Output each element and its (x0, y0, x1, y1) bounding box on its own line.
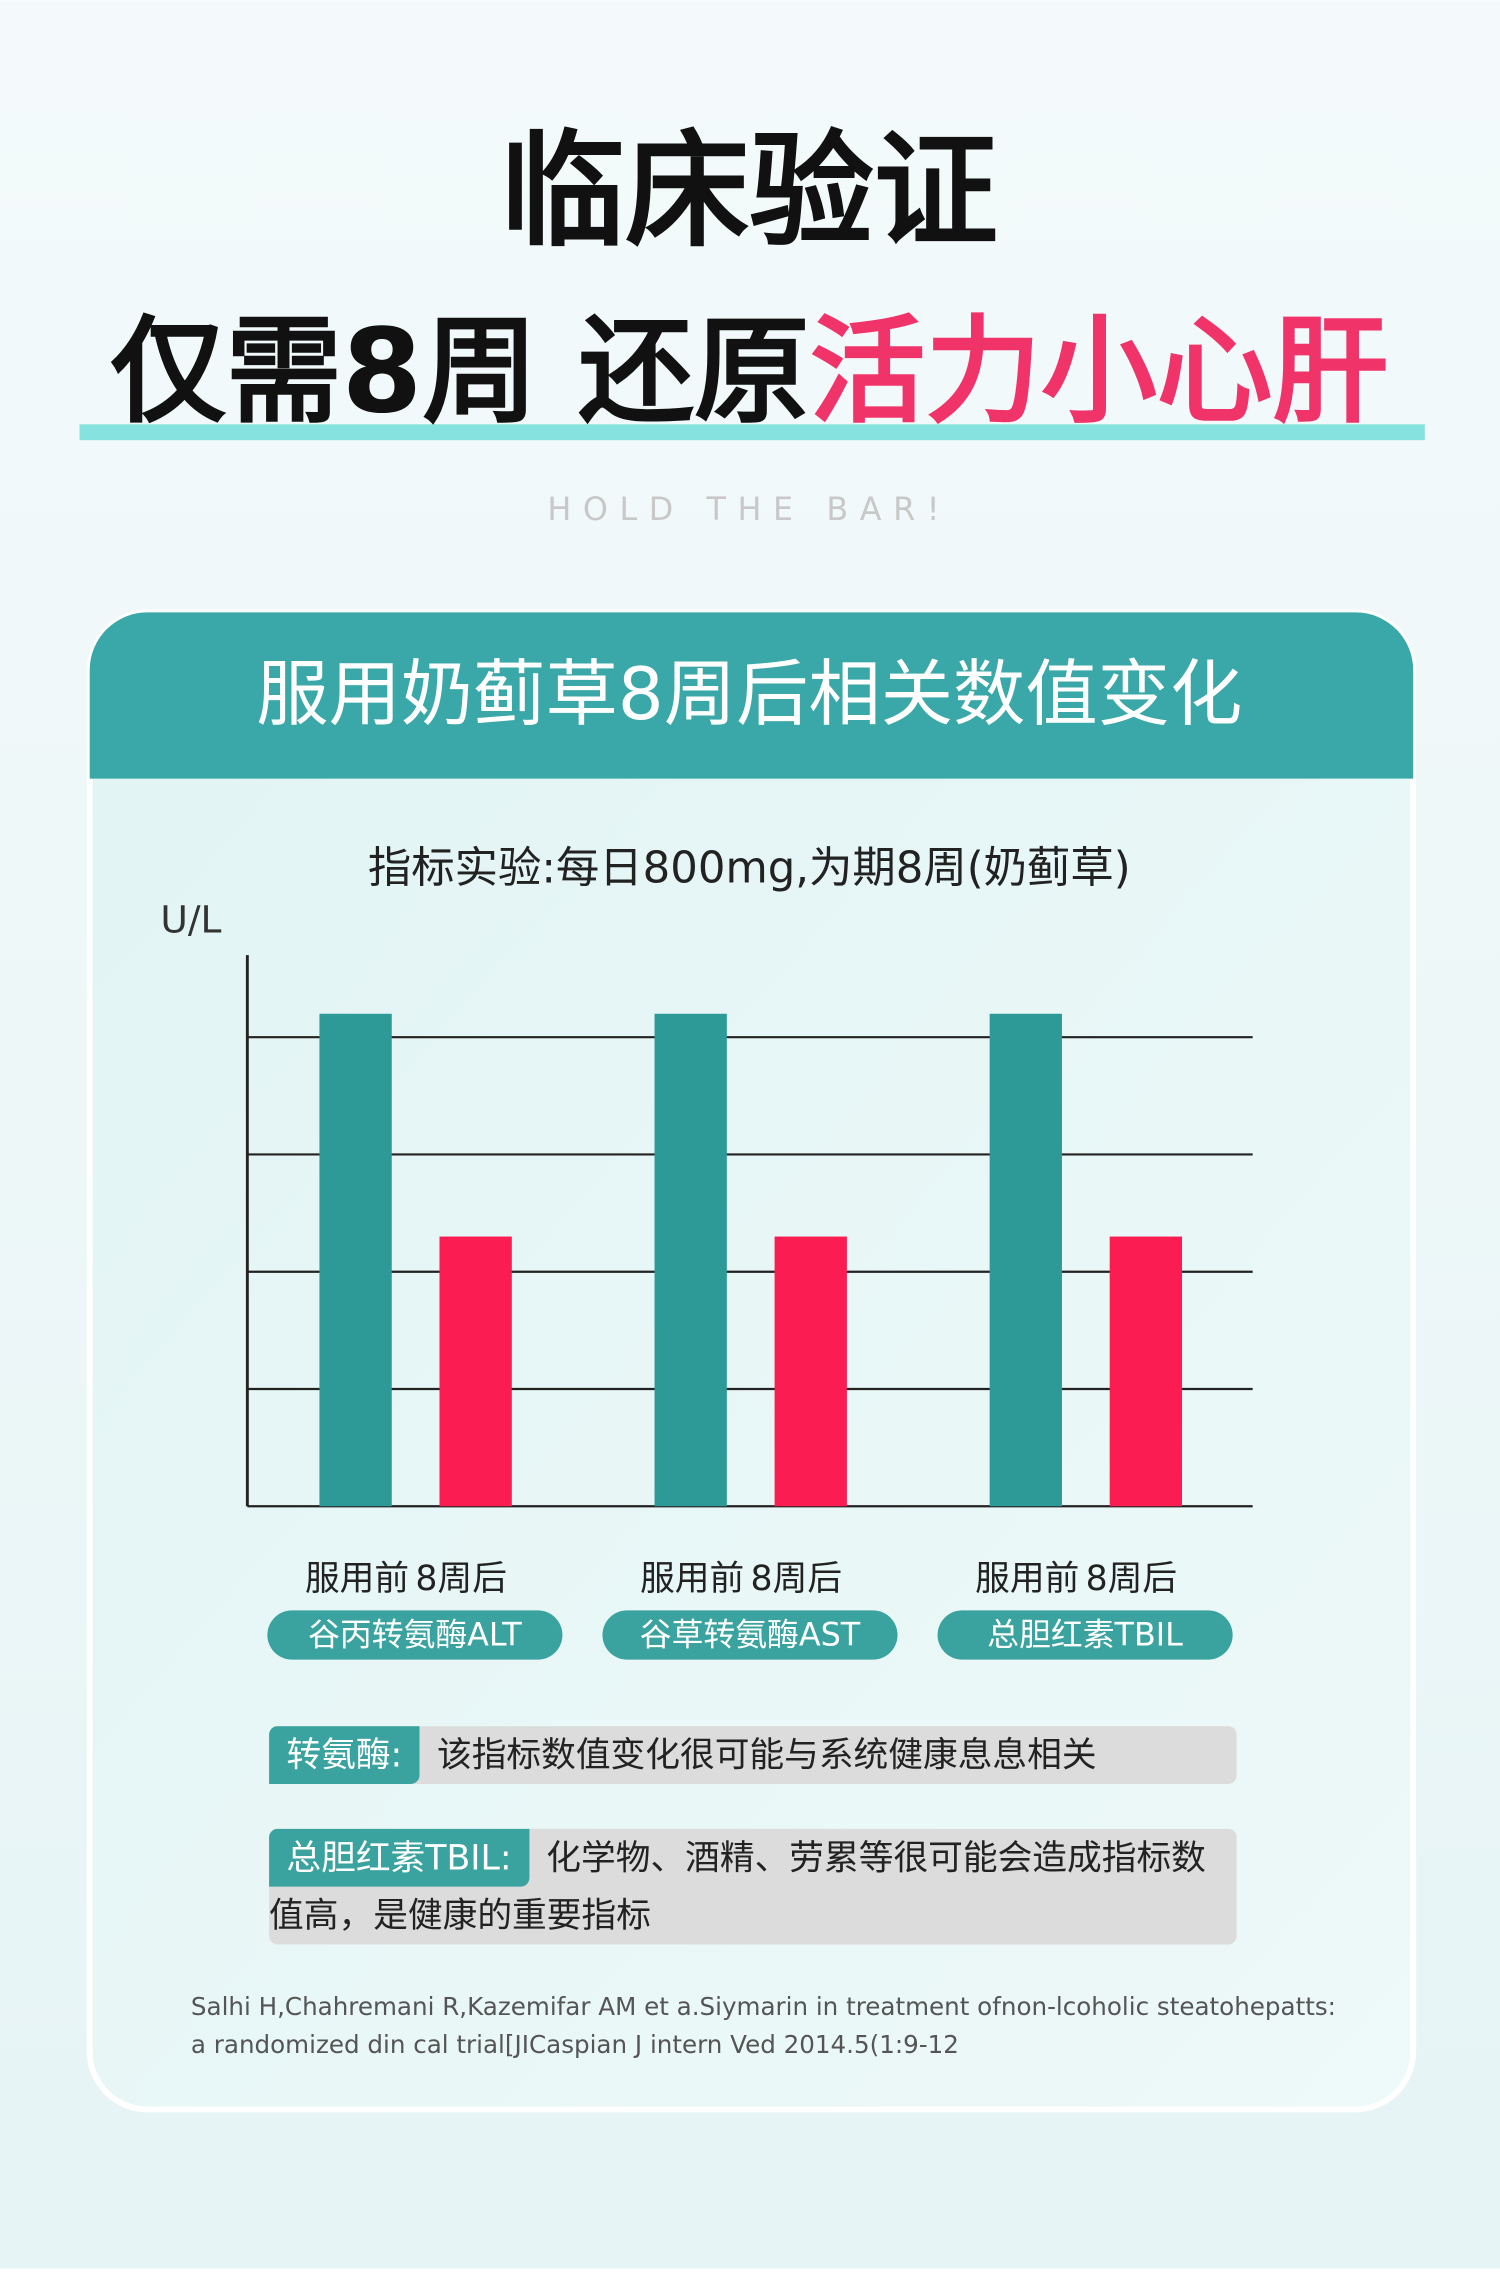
bar (774, 1236, 847, 1507)
legend-label: 服用前 (640, 1559, 744, 1599)
note-text: 化学物、酒精、劳累等很可能会造成指标数值高，是健康的重要指标 (269, 1837, 1206, 1936)
bar (439, 1236, 512, 1507)
bar (654, 1013, 727, 1507)
subtitle: 仅需8周 还原活力小心肝 (110, 305, 1388, 439)
bar (1109, 1236, 1183, 1507)
note-text: 该指标数值变化很可能与系统健康息息相关 (436, 1734, 1097, 1776)
note: 转氨酶: 该指标数值变化很可能与系统健康息息相关 (269, 1726, 1237, 1784)
x-tick-label: 谷草转氨酶AST (640, 1615, 861, 1653)
legend-label: 8周后 (751, 1559, 843, 1599)
legend-label: 8周后 (415, 1559, 506, 1599)
x-tick-label: 总胆红素TBIL (987, 1615, 1183, 1653)
note-label: 总胆红素TBIL: (269, 1828, 529, 1887)
citation: a randomized din cal trial[JICaspian J i… (191, 2030, 959, 2059)
underline (79, 424, 1425, 441)
category-pill (937, 1610, 1233, 1660)
tagline: HOLD THE BAR! (547, 490, 951, 528)
card-header (89, 612, 1414, 779)
title: 临床验证 (501, 120, 999, 264)
category-pill (267, 1610, 563, 1660)
legend-label: 8周后 (1086, 1559, 1178, 1599)
card-title: 服用奶蓟草8周后相关数值变化 (256, 653, 1242, 737)
x-tick-label: 谷丙转氨酶ALT (308, 1615, 522, 1653)
subtitle-pink: 活力小心肝 (810, 305, 1389, 439)
note-box: 转氨酶: 该指标数值变化很可能与系统健康息息相关 (269, 1726, 1237, 1784)
legend-label: 服用前 (305, 1559, 409, 1599)
subtitle-black: 仅需8周 还原 (110, 305, 809, 439)
bar (319, 1013, 392, 1507)
bar (989, 1013, 1062, 1507)
category-pill (602, 1610, 898, 1660)
legend-label: 服用前 (975, 1559, 1079, 1599)
y-axis-label: U/L (160, 897, 221, 941)
note: 总胆红素TBIL: 化学物、酒精、劳累等很可能会造成指标数值高，是健康的重要指标 (269, 1828, 1237, 1945)
note-box: 总胆红素TBIL: 化学物、酒精、劳累等很可能会造成指标数值高，是健康的重要指标 (269, 1828, 1237, 1945)
citation: Salhi H,Chahremani R,Kazemifar AM et a.S… (191, 1992, 1336, 2021)
chart-title: 指标实验:每日800mg,为期8周(奶蓟草) (368, 844, 1131, 894)
note-label: 转氨酶: (269, 1726, 420, 1784)
